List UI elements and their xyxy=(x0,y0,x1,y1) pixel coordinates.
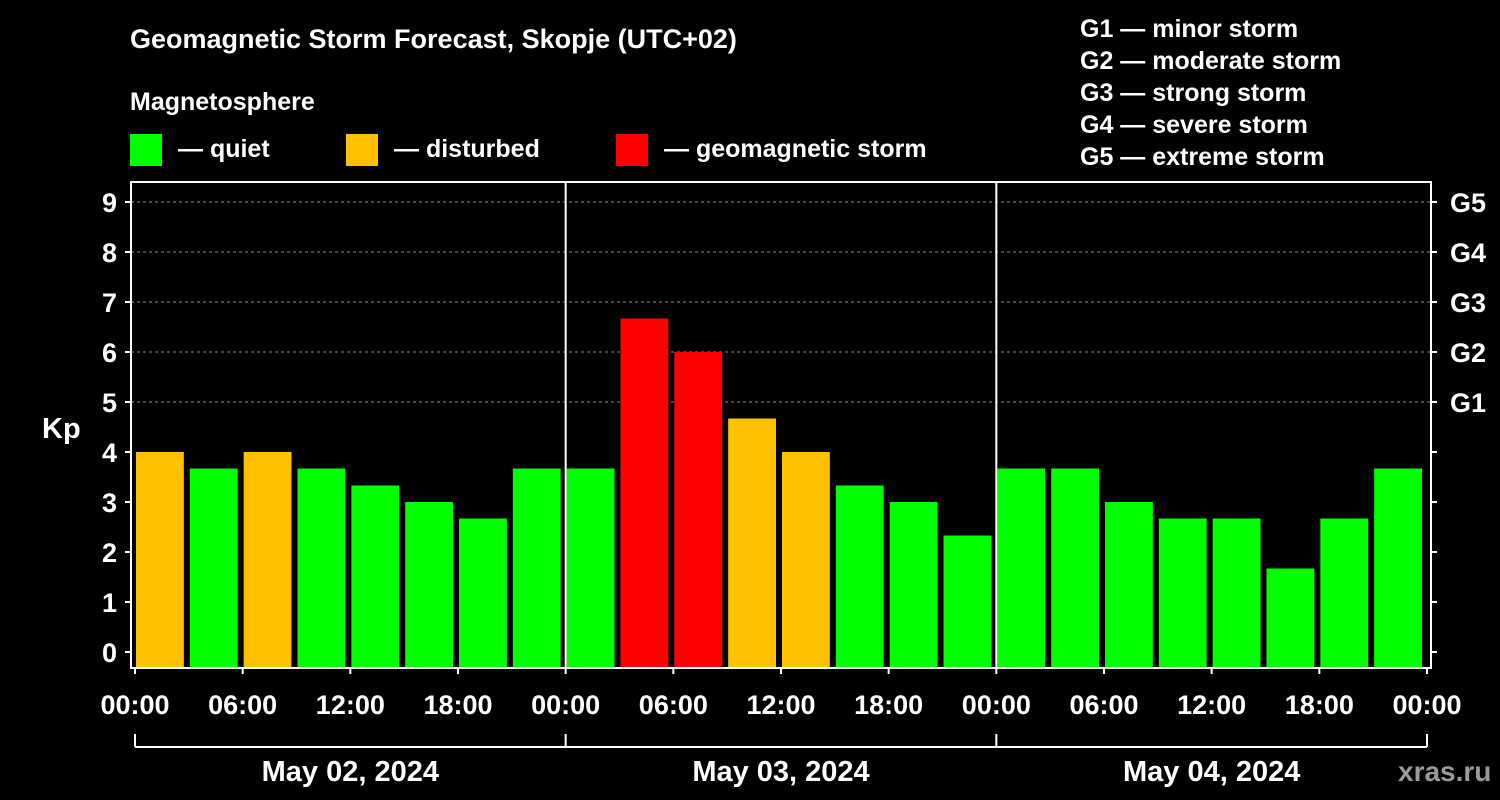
bar-1 xyxy=(189,468,238,668)
y-axis-label: Kp xyxy=(42,413,81,445)
g-scale-legend-g1: G1 — minor storm xyxy=(1080,15,1298,43)
day-label-2: May 04, 2024 xyxy=(1123,756,1300,788)
g-scale-label-g4: G4 xyxy=(1450,238,1486,268)
x-tick-label-12: 00:00 xyxy=(1392,690,1461,720)
g-scale-label-g5: G5 xyxy=(1450,188,1486,218)
bar-18 xyxy=(1105,502,1153,668)
bar-22 xyxy=(1320,518,1369,668)
bar-19 xyxy=(1158,518,1207,668)
x-tick-label-7: 18:00 xyxy=(854,690,923,720)
legend-storm-label: — geomagnetic storm xyxy=(664,135,927,163)
bar-3 xyxy=(297,468,346,668)
legend-quiet: — quiet xyxy=(130,134,270,166)
legend-disturbed-label: — disturbed xyxy=(394,135,540,163)
bar-7 xyxy=(512,468,561,668)
bar-10 xyxy=(674,352,723,668)
bar-15 xyxy=(943,535,992,668)
legend-title: Magnetosphere xyxy=(130,88,315,116)
x-tick-label-1: 06:00 xyxy=(208,690,277,720)
bar-21 xyxy=(1266,568,1315,668)
bar-6 xyxy=(459,518,507,668)
bar-0 xyxy=(136,452,184,668)
g-scale-label-g1: G1 xyxy=(1450,388,1486,418)
bar-2 xyxy=(243,452,292,668)
x-tick-label-6: 12:00 xyxy=(746,690,815,720)
g-scale-label-g2: G2 xyxy=(1450,338,1486,368)
bar-14 xyxy=(889,502,938,668)
bar-4 xyxy=(351,485,400,668)
y-tick-label-4: 4 xyxy=(102,438,117,468)
g-scale-legend-g2: G2 — moderate storm xyxy=(1080,47,1341,75)
bar-23 xyxy=(1374,468,1422,668)
day-label-0: May 02, 2024 xyxy=(262,756,439,788)
chart-title: Geomagnetic Storm Forecast, Skopje (UTC+… xyxy=(130,24,737,54)
legend-storm-swatch xyxy=(616,134,648,166)
legend-storm: — geomagnetic storm xyxy=(616,134,927,166)
legend-quiet-label: — quiet xyxy=(178,135,270,163)
x-tick-label-8: 00:00 xyxy=(962,690,1031,720)
day-label-1: May 03, 2024 xyxy=(692,756,869,788)
x-tick-label-10: 12:00 xyxy=(1177,690,1246,720)
bars xyxy=(136,318,1422,668)
bar-8 xyxy=(566,468,615,668)
bar-11 xyxy=(728,418,776,668)
y-tick-label-6: 6 xyxy=(102,338,117,368)
g-scale-legend: G1 — minor storm G2 — moderate storm G3 … xyxy=(1080,15,1341,171)
g-scale-label-g3: G3 xyxy=(1450,288,1486,318)
bar-17 xyxy=(1051,468,1099,668)
x-tick-label-2: 12:00 xyxy=(316,690,385,720)
y-tick-label-7: 7 xyxy=(102,288,117,318)
g-scale-legend-g3: G3 — strong storm xyxy=(1080,79,1306,107)
x-tick-label-9: 06:00 xyxy=(1069,690,1138,720)
x-tick-label-4: 00:00 xyxy=(531,690,600,720)
bar-12 xyxy=(782,452,830,668)
x-tick-label-3: 18:00 xyxy=(423,690,492,720)
x-tick-label-11: 18:00 xyxy=(1285,690,1354,720)
bar-13 xyxy=(835,485,884,668)
watermark: xras.ru xyxy=(1398,756,1491,787)
y-tick-label-5: 5 xyxy=(102,388,117,418)
g-scale-legend-g5: G5 — extreme storm xyxy=(1080,143,1325,171)
axes: 0 1 2 3 4 5 6 7 8 9 G1 G2 G3 G4 G5 00:00 06:00 12:00 18:00… xyxy=(100,181,1486,788)
y-tick-label-8: 8 xyxy=(102,238,117,268)
bar-9 xyxy=(620,318,669,668)
y-tick-label-1: 1 xyxy=(102,588,117,618)
y-tick-label-9: 9 xyxy=(102,188,117,218)
x-tick-label-0: 00:00 xyxy=(100,690,169,720)
y-tick-label-0: 0 xyxy=(102,638,117,668)
legend-quiet-swatch xyxy=(130,134,162,166)
legend-disturbed: — disturbed xyxy=(346,134,540,166)
bar-20 xyxy=(1212,518,1261,668)
bar-5 xyxy=(405,502,453,668)
y-tick-label-3: 3 xyxy=(102,488,117,518)
grid-lines xyxy=(131,201,1431,403)
bar-16 xyxy=(997,468,1046,668)
y-tick-label-2: 2 xyxy=(102,538,117,568)
legend-disturbed-swatch xyxy=(346,134,378,166)
x-tick-label-5: 06:00 xyxy=(639,690,708,720)
g-scale-legend-g4: G4 — severe storm xyxy=(1080,111,1308,139)
